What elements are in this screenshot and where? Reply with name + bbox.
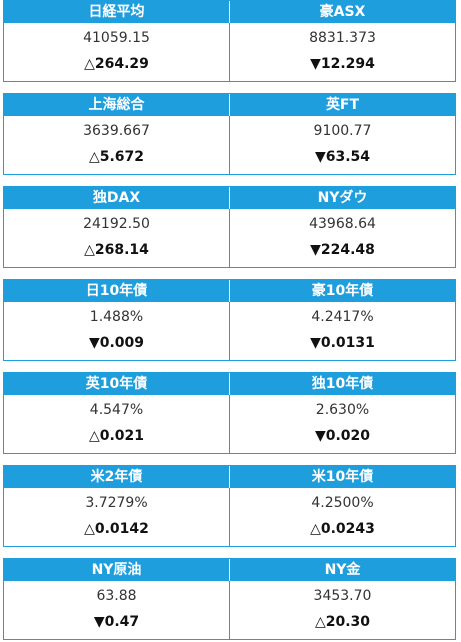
index-cell: 63.88 ▼0.47 bbox=[4, 581, 230, 639]
index-name-header[interactable]: 上海総合 bbox=[4, 94, 230, 116]
index-value: 63.88 bbox=[96, 588, 137, 604]
index-cell: 2.630% ▼0.020 bbox=[230, 395, 455, 453]
index-value: 4.547% bbox=[89, 402, 144, 418]
index-name-header[interactable]: NY原油 bbox=[4, 559, 230, 581]
index-value: 9100.77 bbox=[313, 123, 372, 139]
index-cell: 3453.70 △20.30 bbox=[230, 581, 455, 639]
index-value: 3639.667 bbox=[83, 123, 150, 139]
index-change: ▼0.009 bbox=[88, 335, 145, 351]
market-group-stock-indices-2: 上海総合 英FT 3639.667 △5.672 9100.77 ▼63.54 bbox=[3, 93, 456, 175]
market-group-stock-indices-1: 日経平均 豪ASX 41059.15 △264.29 8831.373 ▼12.… bbox=[3, 0, 456, 82]
market-group-bonds-2: 英10年債 独10年債 4.547% △0.021 2.630% ▼0.020 bbox=[3, 372, 456, 454]
index-value: 41059.15 bbox=[83, 30, 150, 46]
index-name-header[interactable]: 英FT bbox=[230, 94, 455, 116]
index-cell: 3.7279% △0.0142 bbox=[4, 488, 230, 546]
index-change: △264.29 bbox=[84, 56, 149, 72]
index-change: ▼0.020 bbox=[314, 428, 371, 444]
index-change: △0.0142 bbox=[84, 521, 149, 537]
index-change: △0.021 bbox=[88, 428, 145, 444]
index-name-header[interactable]: 米2年債 bbox=[4, 466, 230, 488]
index-change: ▼12.294 bbox=[310, 56, 375, 72]
market-group-commodities: NY原油 NY金 63.88 ▼0.47 3453.70 △20.30 bbox=[3, 558, 456, 640]
index-name-header[interactable]: 日10年債 bbox=[4, 280, 230, 302]
index-value: 3453.70 bbox=[313, 588, 372, 604]
index-name-header[interactable]: 独DAX bbox=[4, 187, 230, 209]
index-value: 2.630% bbox=[315, 402, 370, 418]
index-name-header[interactable]: NYダウ bbox=[230, 187, 455, 209]
market-group-stock-indices-3: 独DAX NYダウ 24192.50 △268.14 43968.64 ▼224… bbox=[3, 186, 456, 268]
index-cell: 4.2500% △0.0243 bbox=[230, 488, 455, 546]
index-value: 4.2417% bbox=[311, 309, 374, 325]
index-cell: 8831.373 ▼12.294 bbox=[230, 23, 455, 81]
index-change: △268.14 bbox=[84, 242, 149, 258]
market-group-bonds-1: 日10年債 豪10年債 1.488% ▼0.009 4.2417% ▼0.013… bbox=[3, 279, 456, 361]
index-change: ▼0.47 bbox=[93, 614, 140, 630]
index-cell: 41059.15 △264.29 bbox=[4, 23, 230, 81]
index-cell: 43968.64 ▼224.48 bbox=[230, 209, 455, 267]
index-name-header[interactable]: 米10年債 bbox=[230, 466, 455, 488]
index-name-header[interactable]: 豪10年債 bbox=[230, 280, 455, 302]
index-name-header[interactable]: 豪ASX bbox=[230, 1, 455, 23]
index-cell: 3639.667 △5.672 bbox=[4, 116, 230, 174]
index-change: ▼0.0131 bbox=[310, 335, 375, 351]
index-change: △20.30 bbox=[314, 614, 371, 630]
index-value: 8831.373 bbox=[309, 30, 376, 46]
index-name-header[interactable]: 英10年債 bbox=[4, 373, 230, 395]
index-cell: 4.547% △0.021 bbox=[4, 395, 230, 453]
index-value: 24192.50 bbox=[83, 216, 150, 232]
index-value: 1.488% bbox=[89, 309, 144, 325]
index-name-header[interactable]: NY金 bbox=[230, 559, 455, 581]
index-cell: 4.2417% ▼0.0131 bbox=[230, 302, 455, 360]
index-change: △0.0243 bbox=[310, 521, 375, 537]
index-cell: 9100.77 ▼63.54 bbox=[230, 116, 455, 174]
market-group-bonds-3: 米2年債 米10年債 3.7279% △0.0142 4.2500% △0.02… bbox=[3, 465, 456, 547]
index-value: 4.2500% bbox=[311, 495, 374, 511]
index-name-header[interactable]: 日経平均 bbox=[4, 1, 230, 23]
index-cell: 1.488% ▼0.009 bbox=[4, 302, 230, 360]
index-change: △5.672 bbox=[88, 149, 145, 165]
index-value: 43968.64 bbox=[309, 216, 376, 232]
index-name-header[interactable]: 独10年債 bbox=[230, 373, 455, 395]
index-cell: 24192.50 △268.14 bbox=[4, 209, 230, 267]
index-change: ▼63.54 bbox=[314, 149, 371, 165]
index-value: 3.7279% bbox=[85, 495, 148, 511]
index-change: ▼224.48 bbox=[310, 242, 375, 258]
